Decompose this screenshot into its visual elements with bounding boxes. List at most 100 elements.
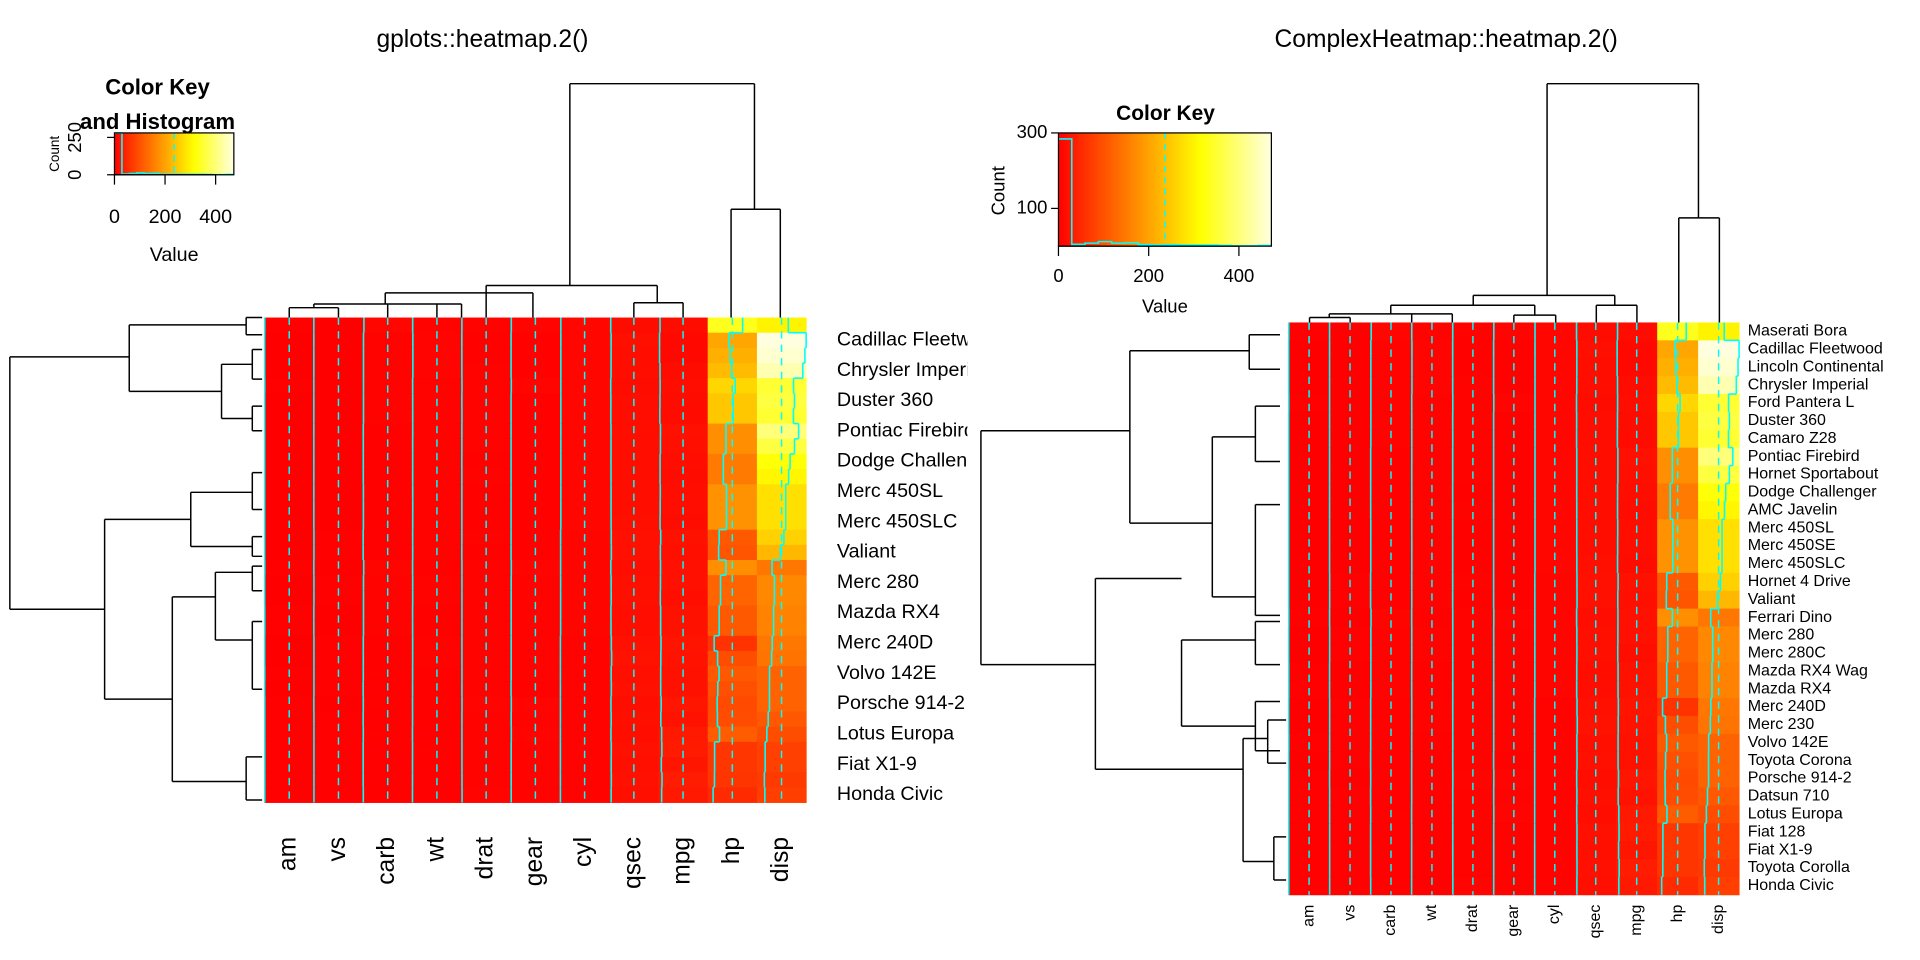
heatmap-cell [510, 620, 561, 637]
heatmap-cell [1575, 340, 1617, 359]
heatmap-cell [559, 362, 610, 379]
heatmap-cell [264, 484, 315, 500]
heatmap-cell [559, 605, 610, 622]
heatmap-cell [461, 484, 512, 500]
heatmap-cell [1370, 483, 1412, 502]
heatmap-cell [313, 362, 364, 379]
heatmap-cell [1452, 447, 1494, 467]
heatmap-cell [707, 711, 758, 728]
heatmap-cell [1534, 340, 1576, 359]
key-x-tick-label: 400 [1224, 265, 1255, 286]
heatmap-cell [707, 362, 758, 379]
heatmap-cell [707, 620, 758, 637]
heatmap-cell [707, 741, 758, 758]
key-y-tick-label: 300 [1017, 121, 1048, 142]
heatmap-cell [609, 620, 659, 637]
heatmap-cell [1657, 483, 1699, 502]
heatmap-cell [1411, 322, 1453, 341]
column-dendrogram [1308, 82, 1721, 323]
heatmap-cell [609, 590, 659, 606]
row-label: Merc 280 [837, 571, 919, 593]
key-x-label: Value [150, 244, 199, 266]
heatmap-cell [1329, 715, 1372, 735]
heatmap-cell [313, 347, 364, 364]
heatmap-cell [609, 575, 659, 591]
heatmap-cell [756, 575, 807, 591]
heatmap-cell [412, 726, 463, 743]
heatmap-cell [1370, 376, 1412, 395]
heatmap-cell [1698, 715, 1740, 735]
heatmap-cell [1493, 340, 1535, 359]
heatmap-cell [264, 711, 315, 728]
heatmap-cell [461, 711, 512, 728]
row-label: AMC Javelin [1748, 501, 1838, 518]
column-label: drat [1464, 904, 1481, 932]
heatmap-cell [1493, 554, 1535, 574]
heatmap-cell [658, 317, 709, 334]
heatmap-cell [1288, 823, 1331, 842]
heatmap-cell [510, 711, 561, 728]
column-label: cyl [1546, 905, 1563, 925]
heatmap-cell [1329, 876, 1372, 896]
column-label: wt [422, 837, 449, 863]
heatmap-cell [707, 605, 758, 622]
heatmap-cell [1411, 554, 1453, 574]
heatmap-cell [1616, 393, 1658, 413]
heatmap-cell [1452, 376, 1494, 395]
heatmap-cell [1657, 662, 1699, 681]
figure-body: gplots::heatmap.2()Cadillac FleetwoodChr… [9, 26, 1884, 938]
heatmap-cell [412, 605, 463, 622]
heatmap-cell [1575, 769, 1617, 788]
heatmap-cell [1411, 715, 1453, 735]
heatmap-cell [658, 711, 709, 728]
heatmap-cell [1575, 429, 1617, 449]
heatmap-cell [1698, 447, 1740, 467]
heatmap-cell [1657, 608, 1699, 627]
key-x-tick-label: 200 [1133, 265, 1164, 286]
heatmap-cell [1616, 715, 1658, 735]
heatmap-cell [1493, 376, 1535, 395]
heatmap-cell [1698, 823, 1740, 842]
heatmap-cell [1329, 608, 1372, 627]
heatmap-cell [1288, 376, 1331, 395]
heatmap-cell [756, 590, 807, 606]
heatmap-cell [559, 453, 610, 470]
heatmap-cell [658, 726, 709, 743]
heatmap-cell [363, 347, 413, 364]
heatmap-cell [1657, 501, 1699, 520]
heatmap-cell [1534, 823, 1576, 842]
heatmap-cell [1534, 376, 1576, 395]
heatmap-cell [363, 590, 413, 606]
heatmap-cell [461, 469, 512, 485]
heatmap-cell [1329, 483, 1372, 502]
heatmap-cell [510, 696, 561, 713]
heatmap-cell [1288, 662, 1331, 681]
heatmap-cell [1493, 322, 1535, 341]
heatmap-cell [1534, 841, 1576, 860]
heatmap-cell [707, 332, 758, 349]
heatmap-cell [559, 332, 610, 349]
heatmap-cell [1370, 447, 1412, 467]
heatmap-cell [510, 347, 561, 364]
column-label: gear [1505, 904, 1522, 937]
heatmap-cell [1493, 429, 1535, 449]
heatmap-cell [313, 469, 364, 485]
heatmap-cell [264, 575, 315, 591]
heatmap-cell [412, 469, 463, 485]
row-label: Duster 360 [837, 389, 933, 411]
row-label: Datsun 710 [1748, 788, 1830, 805]
heatmap-cell [1288, 393, 1331, 413]
heatmap-cell [1534, 429, 1576, 449]
heatmap-cell [1698, 876, 1740, 896]
column-label: am [1300, 905, 1317, 927]
column-label: qsec [619, 837, 646, 889]
heatmap-cell [1616, 429, 1658, 449]
heatmap-cell [1288, 501, 1331, 520]
heatmap-cell [1657, 340, 1699, 359]
heatmap-cell [461, 726, 512, 743]
row-dendrogram [9, 316, 263, 801]
heatmap-cell [1452, 340, 1494, 359]
heatmap-cell [1657, 876, 1699, 896]
